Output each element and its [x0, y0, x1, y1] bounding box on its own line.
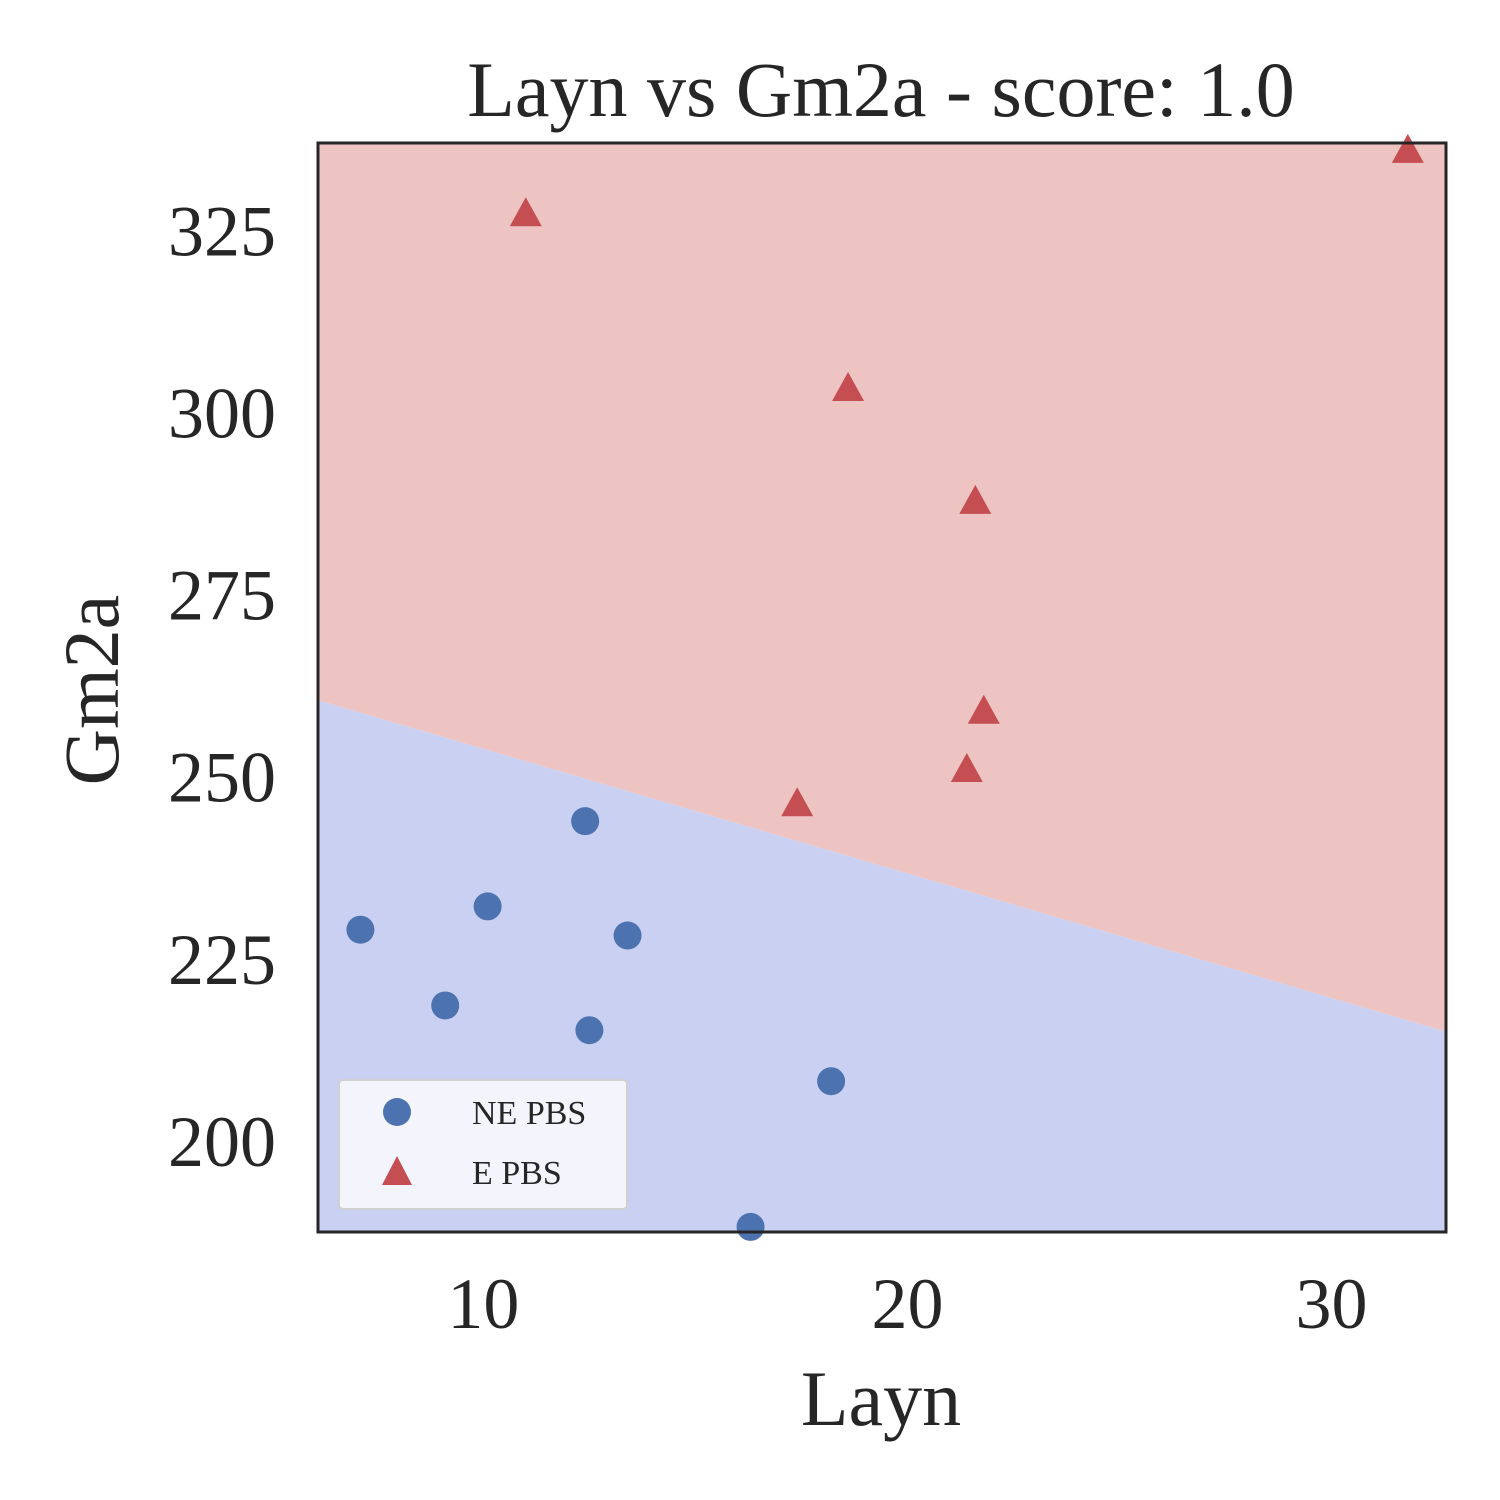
legend-box — [338, 1079, 628, 1210]
y-tick-label: 275 — [168, 556, 276, 636]
y-tick-label: 200 — [168, 1102, 276, 1182]
data-point-e-pbs-7 — [1391, 133, 1424, 163]
legend-marker-ne-pbs — [383, 1098, 411, 1126]
data-point-ne-pbs-3 — [431, 991, 460, 1020]
data-points — [346, 133, 1424, 1241]
data-point-ne-pbs-2 — [473, 892, 502, 921]
x-axis-ticks: 10 20 30 — [447, 1264, 1367, 1344]
y-tick-label: 300 — [168, 374, 276, 454]
data-point-ne-pbs-4 — [571, 807, 600, 836]
x-tick-label: 10 — [447, 1264, 519, 1344]
y-axis-label: Gm2a — [48, 595, 135, 786]
x-tick-label: 20 — [871, 1264, 943, 1344]
data-point-e-pbs-3 — [959, 484, 992, 514]
plot-area — [316, 133, 1448, 1241]
data-point-e-pbs-5 — [950, 752, 983, 782]
decision-region-e-pbs — [318, 143, 1446, 1032]
data-point-ne-pbs-8 — [736, 1212, 765, 1241]
y-tick-label: 325 — [168, 191, 276, 271]
legend-marker-e-pbs — [382, 1156, 412, 1185]
legend-label-ne-pbs: NE PBS — [472, 1095, 586, 1132]
data-point-e-pbs-6 — [781, 787, 814, 817]
data-point-ne-pbs-7 — [817, 1067, 846, 1096]
x-tick-label: 30 — [1296, 1264, 1368, 1344]
data-point-ne-pbs-5 — [575, 1016, 604, 1045]
data-point-e-pbs-4 — [967, 694, 1000, 724]
data-point-ne-pbs-1 — [346, 915, 375, 944]
plot-frame — [316, 141, 1448, 1234]
x-axis-label: Layn — [801, 1355, 961, 1442]
legend: NE PBS E PBS — [338, 1079, 628, 1210]
y-tick-label: 225 — [168, 920, 276, 1000]
legend-label-e-pbs: E PBS — [472, 1155, 562, 1192]
data-point-e-pbs-1 — [509, 197, 542, 227]
chart-title: Layn vs Gm2a - score: 1.0 — [467, 46, 1294, 133]
data-point-e-pbs-2 — [832, 372, 865, 402]
y-axis-ticks: 200 225 250 275 300 325 — [168, 191, 276, 1182]
data-point-ne-pbs-6 — [613, 921, 642, 950]
y-tick-label: 250 — [168, 738, 276, 818]
